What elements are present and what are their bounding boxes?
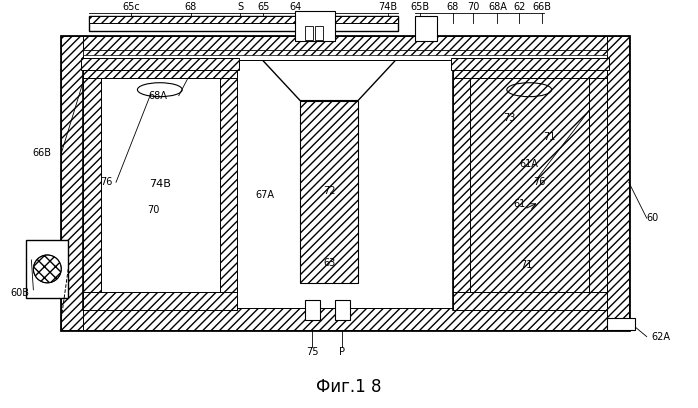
Text: 71: 71 [520,260,533,270]
Bar [81,58,239,70]
Bar [607,36,629,330]
Text: 76: 76 [533,177,545,187]
Text: 70: 70 [467,2,480,12]
Bar [452,58,607,78]
Bar [335,300,350,320]
Text: 68A: 68A [149,91,168,101]
Bar [300,101,358,283]
Bar [452,58,607,310]
Bar [83,58,237,310]
Text: 71: 71 [543,133,556,142]
Text: 66B: 66B [533,2,551,12]
Bar [83,58,237,78]
Bar [61,36,629,330]
Bar [83,50,607,55]
Bar [83,292,237,310]
Bar [61,36,83,330]
Bar [61,308,629,330]
Bar [305,26,313,40]
Polygon shape [260,58,398,101]
Bar [101,78,220,292]
Text: Фиг.1 8: Фиг.1 8 [316,378,382,397]
Bar [295,11,335,41]
Text: 68: 68 [184,2,197,12]
Text: 68A: 68A [488,2,507,12]
Bar [607,318,634,330]
Text: 74B: 74B [378,2,397,12]
Bar [470,78,589,292]
Text: 61A: 61A [520,160,539,169]
Text: 70: 70 [148,205,160,215]
Bar [305,300,320,320]
Bar [415,16,437,41]
Bar [89,16,398,31]
Bar [452,292,607,310]
Text: 60: 60 [646,213,659,223]
Text: 60B: 60B [10,288,29,298]
Text: 64: 64 [289,2,302,12]
Text: 66B: 66B [32,149,51,158]
Bar [61,36,629,58]
Bar [83,78,101,310]
Text: 61: 61 [513,199,526,209]
Text: 63: 63 [323,258,335,268]
Bar [83,50,607,60]
Bar [89,16,398,23]
Text: 73: 73 [503,113,516,122]
Text: P: P [339,346,345,357]
Text: 67A: 67A [256,190,275,200]
Bar [589,78,607,310]
Text: 68: 68 [447,2,459,12]
Text: 65B: 65B [410,2,429,12]
Bar [450,58,609,70]
Text: 62: 62 [513,2,526,12]
Text: 75: 75 [306,346,318,357]
Bar [452,78,470,310]
Bar [220,78,237,310]
Text: 65: 65 [257,2,269,12]
Text: S: S [237,2,244,12]
Circle shape [34,255,61,283]
Text: 74B: 74B [149,179,171,189]
Text: 72: 72 [323,186,335,196]
Bar [315,26,323,40]
Text: 76: 76 [100,177,112,187]
Text: 65c: 65c [122,2,140,12]
Bar [27,240,68,298]
Text: 62A: 62A [652,332,671,341]
